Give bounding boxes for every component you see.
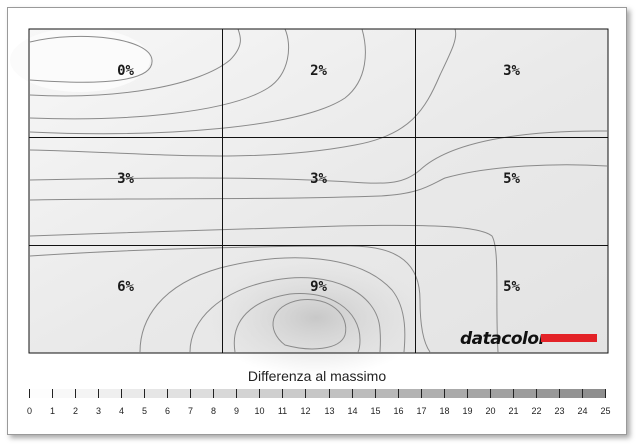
cell-label-r0-c2: 3% [503, 63, 520, 79]
cell-label-r1-c1: 3% [310, 171, 327, 187]
legend-tick-label-22: 22 [531, 406, 541, 416]
legend-swatch-18 [443, 389, 468, 398]
cell-label-r0-c1: 2% [310, 63, 327, 79]
cell-label-r2-c1: 9% [310, 279, 327, 295]
legend-tick-label-23: 23 [554, 406, 564, 416]
legend-tick-label-3: 3 [96, 406, 101, 416]
legend-swatch-11 [282, 389, 306, 398]
legend-tick-label-14: 14 [347, 406, 357, 416]
cell-label-r2-c0: 6% [117, 279, 134, 295]
cell-label-r1-c0: 3% [117, 171, 134, 187]
legend-swatch-8 [213, 389, 237, 398]
brand-wordmark: datacolor [460, 329, 549, 349]
legend-swatch-13 [328, 389, 353, 398]
legend-tick-label-20: 20 [485, 406, 495, 416]
legend-tick-label-24: 24 [577, 406, 587, 416]
legend-swatch-5 [144, 389, 168, 398]
legend-swatch-7 [190, 389, 214, 398]
legend-tick-label-5: 5 [142, 406, 147, 416]
legend-swatch-15 [374, 389, 399, 398]
legend-tick-label-0: 0 [27, 406, 32, 416]
legend-tick-label-17: 17 [416, 406, 426, 416]
legend-tick-label-11: 11 [278, 406, 287, 416]
legend-tick-label-8: 8 [211, 406, 216, 416]
legend-swatch-14 [351, 389, 376, 398]
legend-title: Differenza al massimo [248, 368, 386, 384]
brand-red-bar [541, 334, 597, 342]
legend-swatch-4 [121, 389, 145, 398]
legend-swatch-0 [29, 389, 53, 398]
cell-label-r0-c0: 0% [117, 63, 134, 79]
legend-tick-label-4: 4 [119, 406, 124, 416]
legend-tick-label-1: 1 [50, 406, 55, 416]
contour-lines [29, 28, 608, 353]
legend-tick-label-2: 2 [73, 406, 78, 416]
legend-tick-label-16: 16 [393, 406, 403, 416]
legend-swatch-22 [535, 389, 560, 398]
legend-swatch-9 [236, 389, 260, 398]
grid-lines [28, 28, 609, 354]
legend-tick-label-12: 12 [300, 406, 310, 416]
cell-label-r2-c2: 5% [503, 279, 520, 295]
legend-swatch-21 [512, 389, 537, 398]
legend-tick-label-10: 10 [254, 406, 264, 416]
grid-border [28, 28, 609, 354]
cell-label-r1-c2: 5% [503, 171, 520, 187]
legend-tick-label-25: 25 [600, 406, 610, 416]
legend-swatch-20 [489, 389, 514, 398]
legend-swatch-24 [581, 389, 606, 398]
legend-swatch-3 [98, 389, 122, 398]
color-legend: 0 1 2 3 4 5 6 7 8 9 10 11 12 13 14 15 16 17 18 19 20 21 22 23 24… [27, 389, 611, 416]
legend-tick-label-21: 21 [508, 406, 518, 416]
legend-swatch-16 [397, 389, 422, 398]
legend-swatch-19 [466, 389, 491, 398]
legend-swatch-23 [558, 389, 583, 398]
legend-tick-label-19: 19 [462, 406, 472, 416]
legend-swatch-6 [167, 389, 191, 398]
legend-swatch-1 [52, 389, 76, 398]
legend-tick-label-7: 7 [188, 406, 193, 416]
legend-swatch-2 [75, 389, 99, 398]
legend-tick-label-9: 9 [234, 406, 239, 416]
legend-tick-label-18: 18 [439, 406, 449, 416]
legend-tick-label-15: 15 [370, 406, 380, 416]
legend-swatch-12 [305, 389, 330, 398]
legend-tick-label-6: 6 [165, 406, 170, 416]
legend-swatch-10 [259, 389, 283, 398]
legend-swatch-17 [420, 389, 445, 398]
cell-labels: 0% 2% 3% 3% 3% 5% 6% 9% 5% [117, 63, 520, 295]
legend-tick-label-13: 13 [324, 406, 334, 416]
datacolor-logo: datacolor [460, 329, 597, 349]
heatmap-background [10, 28, 608, 378]
